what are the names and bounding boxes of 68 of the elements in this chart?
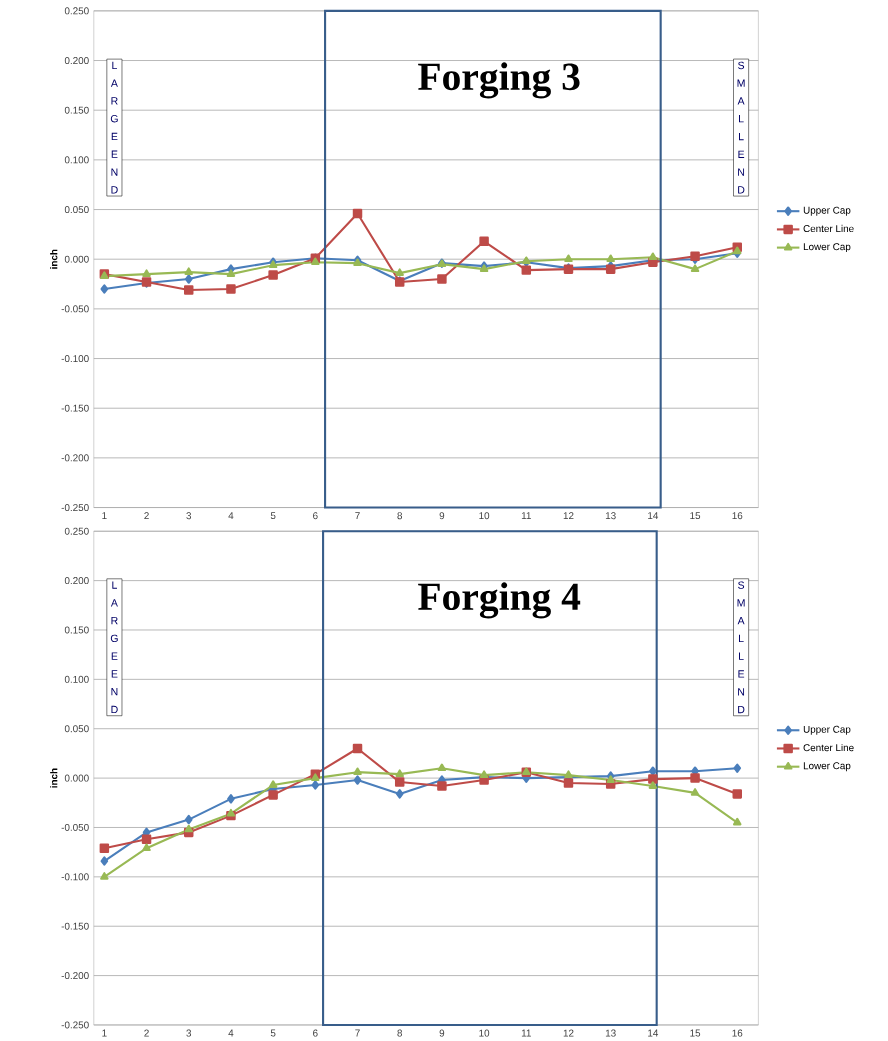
y-tick-label: -0.050 bbox=[61, 305, 89, 313]
x-tick-label: 15 bbox=[690, 512, 701, 520]
y-tick-label: 0.050 bbox=[64, 206, 89, 214]
x-tick-label: 8 bbox=[397, 1029, 403, 1037]
annotation: LARGE END bbox=[110, 581, 119, 714]
y-tick-label: 0.150 bbox=[64, 626, 89, 634]
x-tick-label: 15 bbox=[690, 1029, 701, 1037]
x-tick-label: 16 bbox=[732, 512, 743, 520]
x-tick-label: 4 bbox=[228, 512, 234, 519]
y-tick-label: -0.100 bbox=[61, 355, 89, 363]
y-tick-label: 0.250 bbox=[64, 527, 89, 535]
x-tick-label: 5 bbox=[270, 512, 276, 520]
x-tick-label: 10 bbox=[479, 512, 490, 520]
x-tick-label: 14 bbox=[648, 512, 659, 519]
legend-label: Lower Cap bbox=[804, 762, 851, 772]
x-tick-label: 13 bbox=[606, 1029, 616, 1037]
x-tick-label: 6 bbox=[313, 1029, 318, 1037]
annotation: SMALL END bbox=[737, 61, 745, 194]
y-tick-label: 0.000 bbox=[64, 255, 89, 263]
y-tick-label: 0.100 bbox=[64, 675, 89, 683]
y-axis-title: inch bbox=[50, 768, 58, 788]
x-tick-label: 1 bbox=[102, 512, 107, 519]
y-axis-title: inch bbox=[50, 249, 58, 269]
y-tick-label: -0.150 bbox=[61, 922, 89, 930]
x-tick-label: 10 bbox=[479, 1029, 490, 1037]
legend-label: Center Line bbox=[803, 743, 854, 752]
y-tick-label: -0.200 bbox=[61, 454, 89, 462]
x-tick-label: 8 bbox=[397, 512, 403, 520]
y-tick-label: 0.200 bbox=[64, 57, 89, 65]
y-tick-label: 0.150 bbox=[64, 106, 89, 114]
x-tick-label: 14 bbox=[648, 1029, 659, 1037]
x-tick-label: 11 bbox=[522, 1029, 532, 1037]
x-tick-label: 6 bbox=[313, 512, 318, 520]
y-tick-label: -0.150 bbox=[61, 404, 89, 412]
legend-label: Lower Cap bbox=[804, 243, 851, 253]
x-tick-label: 11 bbox=[522, 512, 532, 519]
annotation: SMALL END bbox=[737, 581, 745, 714]
x-tick-label: 1 bbox=[102, 1029, 107, 1037]
y-tick-label: -0.050 bbox=[61, 823, 89, 831]
x-tick-label: 5 bbox=[270, 1029, 276, 1037]
x-tick-label: 2 bbox=[144, 1029, 149, 1037]
y-tick-label: 0.000 bbox=[64, 774, 89, 782]
x-tick-label: 4 bbox=[228, 1029, 234, 1037]
y-tick-label: -0.250 bbox=[61, 504, 89, 512]
legend-label: Upper Cap bbox=[803, 206, 851, 216]
x-tick-label: 13 bbox=[606, 512, 616, 520]
y-tick-label: 0.100 bbox=[64, 156, 89, 164]
x-tick-label: 7 bbox=[355, 512, 360, 519]
y-tick-label: 0.250 bbox=[64, 7, 89, 15]
x-tick-label: 7 bbox=[355, 1029, 360, 1037]
x-tick-label: 12 bbox=[563, 512, 574, 520]
y-tick-label: 0.200 bbox=[64, 577, 89, 585]
x-tick-label: 12 bbox=[563, 1029, 574, 1037]
legend-label: Upper Cap bbox=[803, 725, 851, 735]
x-tick-label: 9 bbox=[439, 1029, 445, 1037]
annotation: LARGE END bbox=[110, 61, 119, 194]
x-tick-label: 3 bbox=[186, 512, 192, 520]
y-tick-label: -0.250 bbox=[61, 1021, 89, 1029]
x-tick-label: 16 bbox=[732, 1029, 743, 1037]
x-tick-label: 2 bbox=[144, 512, 149, 520]
y-tick-label: -0.100 bbox=[61, 873, 89, 881]
y-tick-label: -0.200 bbox=[61, 972, 89, 980]
text: Forging 4 bbox=[418, 582, 581, 619]
legend-label: Center Line bbox=[803, 224, 854, 233]
text: Forging 3 bbox=[418, 62, 580, 99]
y-tick-label: 0.050 bbox=[64, 725, 89, 733]
x-tick-label: 9 bbox=[439, 512, 445, 520]
x-tick-label: 3 bbox=[186, 1029, 192, 1037]
